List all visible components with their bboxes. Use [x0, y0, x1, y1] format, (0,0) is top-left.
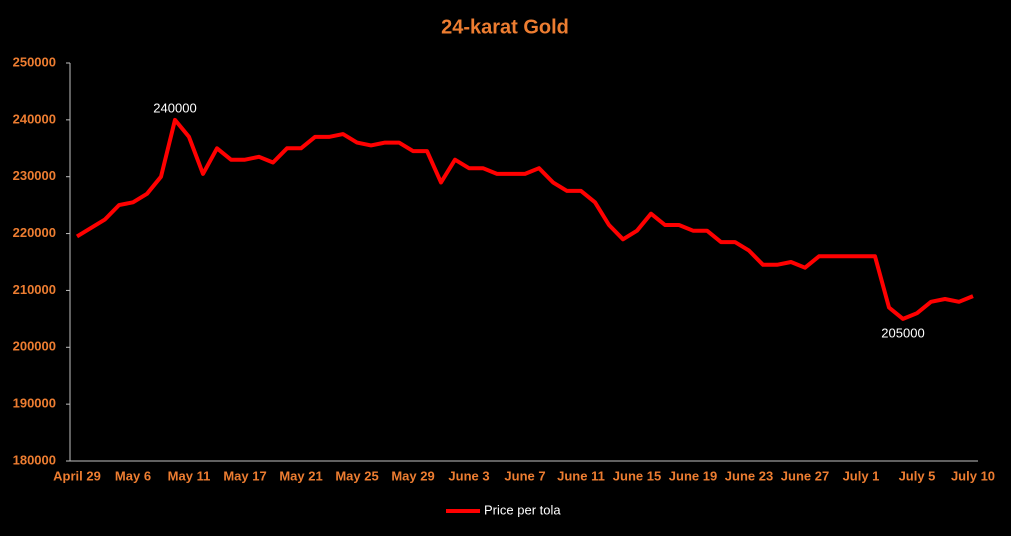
x-tick-label: June 3	[448, 468, 489, 483]
x-tick-label: April 29	[53, 468, 101, 483]
x-tick-label: May 29	[391, 468, 434, 483]
y-tick-label: 190000	[13, 396, 56, 411]
x-tick-label: June 11	[557, 468, 605, 483]
y-tick-label: 240000	[13, 111, 56, 126]
y-tick-label: 210000	[13, 282, 56, 297]
legend-label: Price per tola	[484, 502, 561, 517]
x-tick-label: May 21	[279, 468, 322, 483]
x-tick-label: May 6	[115, 468, 151, 483]
data-label: 205000	[881, 325, 924, 340]
y-tick-label: 250000	[13, 54, 56, 69]
data-label: 240000	[153, 100, 196, 115]
y-tick-label: 200000	[13, 339, 56, 354]
x-tick-label: May 17	[223, 468, 266, 483]
x-tick-label: June 23	[725, 468, 773, 483]
x-tick-label: July 10	[951, 468, 995, 483]
x-tick-label: July 1	[843, 468, 880, 483]
x-tick-label: June 15	[613, 468, 661, 483]
x-tick-label: June 27	[781, 468, 829, 483]
chart-title: 24-karat Gold	[441, 16, 569, 38]
y-tick-label: 230000	[13, 168, 56, 183]
y-tick-label: 180000	[13, 452, 56, 467]
x-tick-label: May 11	[168, 468, 211, 483]
x-tick-label: May 25	[335, 468, 378, 483]
x-tick-label: June 19	[669, 468, 717, 483]
y-tick-label: 220000	[13, 225, 56, 240]
x-tick-label: June 7	[504, 468, 545, 483]
x-tick-label: July 5	[899, 468, 936, 483]
series-line	[75, 117, 974, 321]
